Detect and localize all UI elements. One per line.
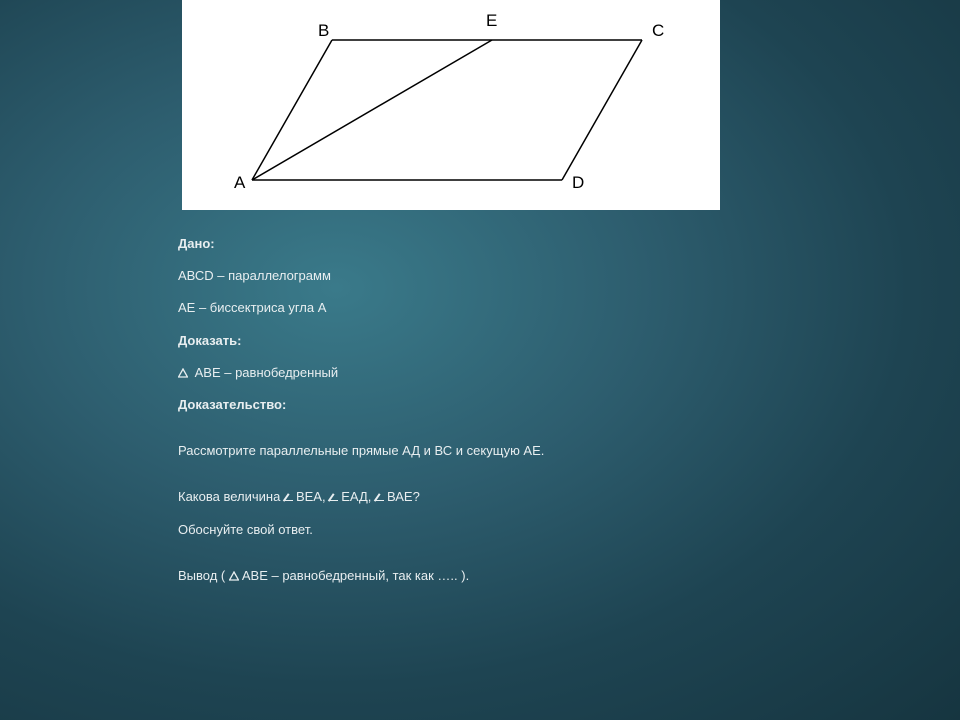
- heading-proof: Доказательство:: [178, 396, 778, 414]
- heading-given: Дано:: [178, 235, 778, 253]
- heading-prove: Доказать:: [178, 332, 778, 350]
- svg-text:D: D: [572, 173, 584, 192]
- svg-text:C: C: [652, 21, 664, 40]
- conclusion: Вывод ( АВЕ – равнобедренный, так как ….…: [178, 567, 778, 585]
- diagram-panel: A B C D E: [182, 0, 720, 210]
- triangle-icon: [178, 367, 188, 377]
- triangle-icon: [229, 570, 239, 580]
- svg-text:E: E: [486, 11, 497, 30]
- given-line-1: АВСD – параллелограмм: [178, 267, 778, 285]
- parallelogram-diagram: A B C D E: [222, 10, 682, 205]
- problem-text: Дано: АВСD – параллелограмм АЕ – биссект…: [178, 235, 778, 599]
- prove-line: АВЕ – равнобедренный: [178, 364, 778, 382]
- svg-text:A: A: [234, 173, 246, 192]
- angle-icon: [375, 491, 385, 501]
- given-line-2: АЕ – биссектриса угла А: [178, 299, 778, 317]
- proof-step-2: Какова величина ВЕА, ЕАД, ВАЕ?: [178, 488, 778, 506]
- proof-step-1: Рассмотрите параллельные прямые АД и ВС …: [178, 442, 778, 460]
- angle-icon: [329, 491, 339, 501]
- angle-icon: [284, 491, 294, 501]
- proof-step-3: Обоснуйте свой ответ.: [178, 521, 778, 539]
- svg-text:B: B: [318, 21, 329, 40]
